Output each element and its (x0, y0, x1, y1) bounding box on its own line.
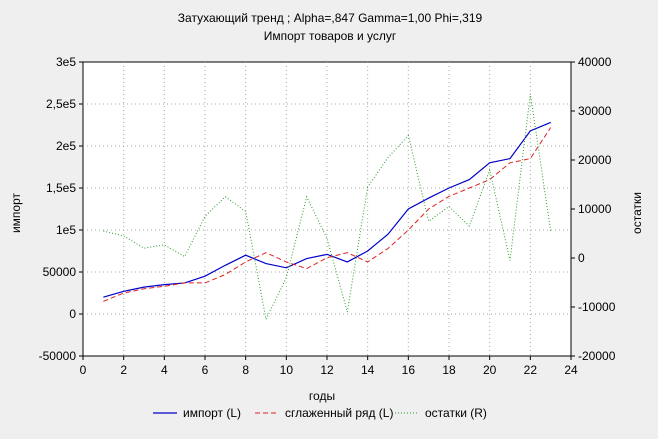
chart-title: Затухающий тренд ; Alpha=,847 Gamma=1,00… (178, 11, 483, 25)
x-tick-label: 22 (524, 363, 538, 377)
x-tick-label: 4 (161, 363, 168, 377)
x-tick-label: 24 (564, 363, 578, 377)
legend: импорт (L) сглаженный ряд (L) остатки (R) (153, 406, 487, 420)
x-tick-label: 14 (361, 363, 375, 377)
y-left-tick-label: 3e5 (56, 55, 76, 69)
x-tick-label: 6 (202, 363, 209, 377)
y-right-tick-label: 40000 (578, 55, 612, 69)
y-right-tick-label: -10000 (578, 300, 616, 314)
y-right-tick-label: -20000 (578, 349, 616, 363)
y-left-tick-label: 2,5e5 (46, 97, 76, 111)
x-tick-label: 8 (242, 363, 249, 377)
y-right-tick-label: 20000 (578, 153, 612, 167)
x-tick-label: 16 (402, 363, 416, 377)
y-axis-label-right: остатки (630, 192, 644, 234)
x-axis-label: годы (309, 389, 335, 403)
y-left-tick-label: 1e5 (56, 223, 76, 237)
y-left-tick-label: -50000 (39, 349, 77, 363)
y-right-tick-label: 0 (578, 251, 585, 265)
y-left-tick-label: 1,5e5 (46, 181, 76, 195)
legend-label-2: сглаженный ряд (L) (285, 406, 393, 420)
y-right-tick-label: 10000 (578, 202, 612, 216)
x-tick-label: 20 (483, 363, 497, 377)
legend-label-1: импорт (L) (183, 406, 241, 420)
y-left-tick-label: 0 (69, 307, 76, 321)
x-tick-label: 0 (80, 363, 87, 377)
y-left-tick-label: 50000 (43, 265, 77, 279)
chart-subtitle: Импорт товаров и услуг (264, 29, 397, 43)
x-tick-label: 12 (320, 363, 334, 377)
x-tick-label: 10 (280, 363, 294, 377)
y-left-tick-label: 2e5 (56, 139, 76, 153)
y-axis-label-left: импорт (9, 192, 23, 233)
x-tick-label: 2 (120, 363, 127, 377)
y-right-tick-label: 30000 (578, 104, 612, 118)
legend-label-3: остатки (R) (425, 406, 487, 420)
x-tick-label: 18 (442, 363, 456, 377)
